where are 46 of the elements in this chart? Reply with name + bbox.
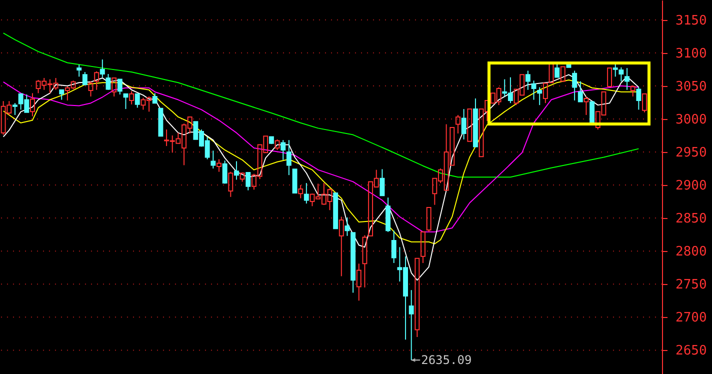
candlestick	[572, 70, 578, 101]
candlestick	[578, 80, 583, 102]
candlestick	[548, 62, 554, 84]
candlestick	[292, 168, 298, 194]
y-tick-label: 2700	[676, 310, 707, 326]
annotation: 2635.09	[421, 353, 472, 368]
candlestick	[117, 78, 122, 95]
candlestick	[286, 140, 292, 176]
candlestick	[152, 92, 158, 104]
candlestick	[333, 192, 338, 230]
candlestick	[467, 108, 472, 142]
candlestick	[420, 231, 426, 264]
candlestick	[380, 168, 385, 196]
candlestick	[356, 263, 362, 302]
candlestick	[304, 182, 309, 204]
candlestick	[461, 108, 466, 140]
y-tick-label: 2950	[676, 145, 707, 160]
y-tick-label: 2650	[676, 344, 707, 359]
candlestick	[210, 150, 216, 169]
y-tick-label: 2750	[676, 278, 707, 293]
candlestick	[624, 68, 630, 90]
y-tick-label: 3150	[676, 13, 707, 28]
candlestick	[158, 108, 164, 137]
y-tick-label: 2800	[676, 244, 707, 260]
candlestick	[408, 290, 414, 361]
candlestick	[531, 80, 536, 100]
candlestick	[391, 230, 396, 264]
candlestick	[344, 216, 350, 236]
y-tick-label: 2850	[676, 212, 707, 227]
candlestick	[100, 58, 105, 78]
candlestick	[607, 68, 612, 88]
candlestick	[350, 232, 356, 294]
candlestick	[338, 216, 344, 277]
candlestick	[414, 258, 420, 338]
candlestick	[560, 66, 566, 82]
y-tick-label: 3050	[676, 79, 707, 94]
candlestick	[59, 89, 64, 100]
candlestick	[123, 93, 128, 110]
candlestick	[537, 86, 542, 106]
line-series	[2, 74, 640, 281]
candlestick	[30, 92, 35, 117]
candlestick	[472, 98, 478, 148]
candlestick	[590, 101, 595, 124]
y-tick-label: 2900	[676, 178, 707, 194]
y-tick-label: 3100	[676, 46, 707, 62]
y-tick-label: 3000	[676, 112, 707, 128]
